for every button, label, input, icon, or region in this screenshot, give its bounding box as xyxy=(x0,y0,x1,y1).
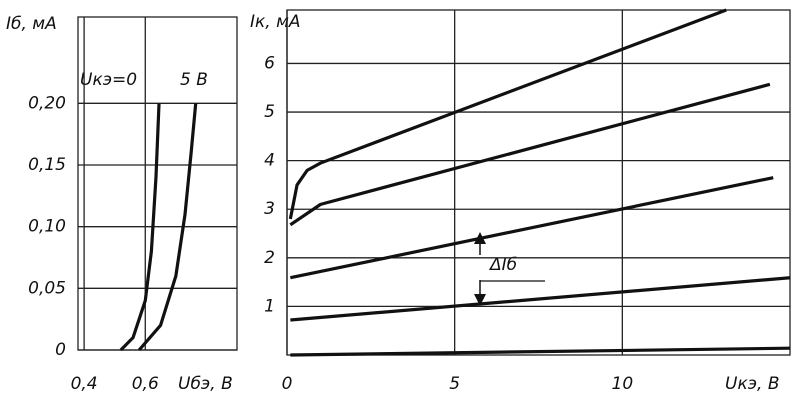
annotation: Uкэ=0 xyxy=(80,70,137,90)
x-tick-label: 10 xyxy=(612,374,634,394)
y-tick-label: 1 xyxy=(264,296,275,316)
x-tick-label: 0,4 xyxy=(71,374,98,394)
x-tick-label: 0 xyxy=(282,374,293,394)
y-tick-label: 0 xyxy=(55,340,66,360)
annotation: ΔIб xyxy=(488,255,517,275)
curve xyxy=(290,176,774,280)
curve xyxy=(119,103,161,352)
y-tick-label: 5 xyxy=(264,102,275,122)
curve xyxy=(137,103,198,352)
plot-frame xyxy=(77,16,238,351)
y-tick-label: 3 xyxy=(264,199,275,219)
curve xyxy=(290,346,791,357)
chart-title: Iб, мА xyxy=(6,14,57,34)
y-tick-label: 2 xyxy=(264,248,275,268)
curve xyxy=(290,276,791,322)
x-tick-label: 0,6 xyxy=(132,374,159,394)
curve xyxy=(289,82,771,227)
x-axis-label: Uкэ, В xyxy=(725,374,780,394)
y-tick-label: 0,20 xyxy=(28,93,66,113)
x-axis-label: Uбэ, В xyxy=(178,374,233,394)
y-tick-label: 0,10 xyxy=(28,217,66,237)
y-tick-label: 0,15 xyxy=(28,155,66,175)
y-tick-label: 6 xyxy=(264,53,275,73)
plot-frame xyxy=(286,9,791,356)
y-tick-label: 0,05 xyxy=(28,278,66,298)
x-tick-label: 5 xyxy=(449,374,460,394)
annotation: 5 В xyxy=(180,70,208,90)
y-tick-label: 4 xyxy=(264,151,275,171)
chart-title: Iк, мА xyxy=(250,12,301,32)
curve xyxy=(288,8,727,220)
